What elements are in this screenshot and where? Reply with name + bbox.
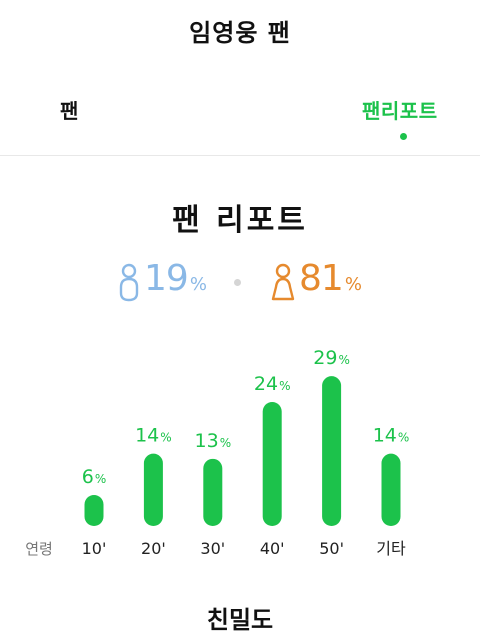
male-percent-value: 19 bbox=[144, 258, 189, 299]
tab-bar: 팬 팬리포트 bbox=[0, 95, 480, 155]
age-bar bbox=[203, 458, 223, 526]
age-tick-label: 20' bbox=[141, 539, 166, 558]
male-percent-unit: % bbox=[189, 274, 207, 295]
age-bar bbox=[322, 376, 342, 526]
age-tick-label: 기타 bbox=[376, 539, 406, 558]
age-bar bbox=[262, 402, 282, 526]
female-percent-value: 81 bbox=[299, 258, 344, 299]
age-tick-label: 40' bbox=[260, 539, 285, 558]
tab-fan-report[interactable]: 팬리포트 bbox=[362, 99, 438, 123]
age-bar-value: 14% bbox=[373, 425, 410, 447]
age-tick-label: 30' bbox=[200, 539, 225, 558]
tab-fan[interactable]: 팬 bbox=[60, 99, 79, 123]
separator-dot bbox=[234, 279, 241, 286]
male-person-icon bbox=[119, 263, 139, 302]
male-ratio: 19 % bbox=[118, 258, 207, 308]
age-axis-label: 연령 bbox=[25, 540, 53, 558]
page-title: 임영웅 팬 bbox=[189, 19, 291, 47]
age-bar-value: 14% bbox=[135, 425, 172, 447]
female-percent-unit: % bbox=[344, 274, 362, 295]
age-bar-value: 29% bbox=[313, 347, 350, 369]
intimacy-title: 친밀도 bbox=[206, 606, 274, 634]
age-tick-label: 10' bbox=[82, 539, 107, 558]
female-person-icon bbox=[271, 263, 295, 301]
age-bar-chart: 연령 6% 10' 14% 20' 13% 30' 24% 40' 29% 50' 14% 기타 bbox=[25, 347, 410, 558]
female-ratio: 81 % bbox=[271, 258, 362, 308]
age-tick-label: 50' bbox=[319, 539, 344, 558]
divider bbox=[0, 155, 480, 156]
age-bar-value: 6% bbox=[82, 466, 107, 488]
age-bar bbox=[84, 495, 104, 526]
age-bar-value: 13% bbox=[195, 430, 232, 452]
active-tab-indicator bbox=[400, 133, 407, 140]
report-title: 팬 리포트 bbox=[172, 203, 308, 238]
age-bar bbox=[381, 453, 401, 526]
age-bar-value: 24% bbox=[254, 373, 291, 395]
age-bar bbox=[143, 453, 163, 526]
